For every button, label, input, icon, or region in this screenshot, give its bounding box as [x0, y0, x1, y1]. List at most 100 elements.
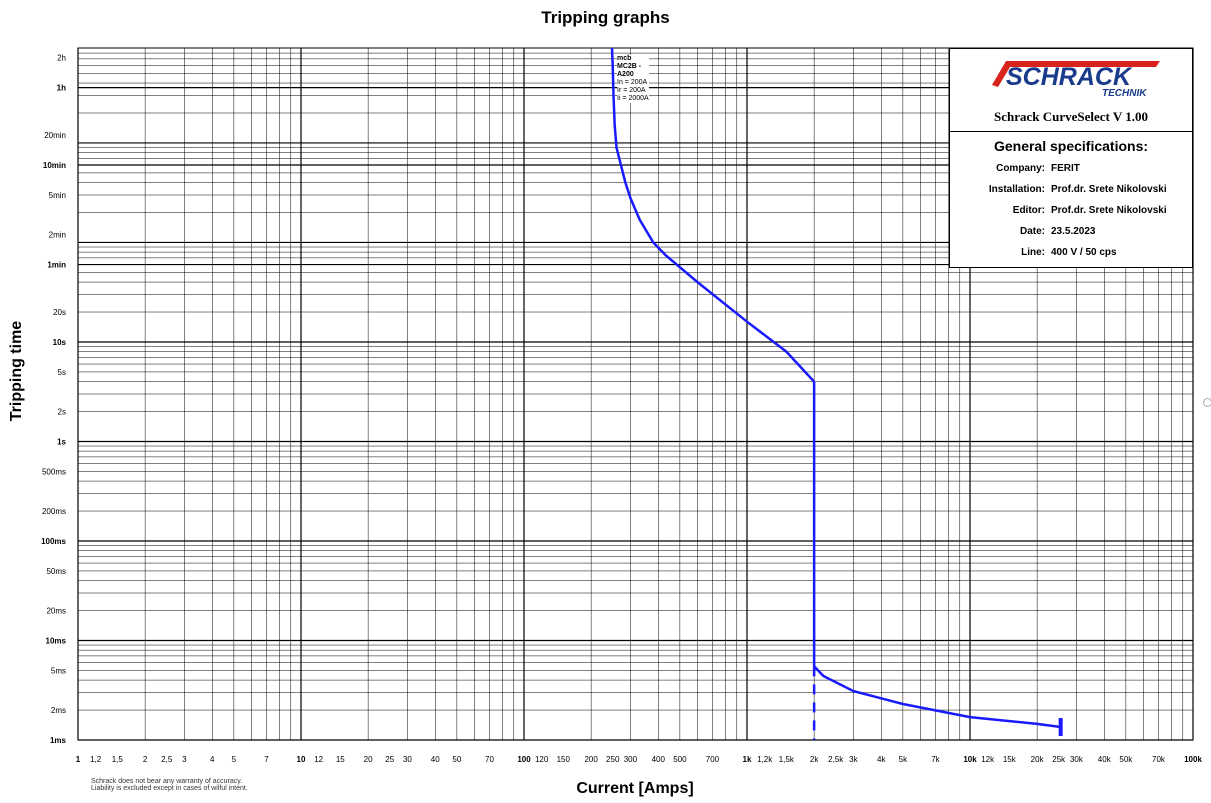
x-tick-label: 40	[431, 755, 440, 764]
x-tick-label: 40k	[1098, 755, 1112, 764]
x-tick-label: 1,5	[112, 755, 124, 764]
spec-key: Company:	[996, 163, 1045, 174]
x-tick-label: 12	[314, 755, 323, 764]
x-tick-label: 2,5k	[828, 755, 844, 764]
y-tick-label: 500ms	[42, 467, 66, 476]
schrack-logo: SCHRACK TECHNIK	[992, 61, 1160, 99]
curve-end-marker	[1058, 718, 1063, 737]
y-tick-label: 10min	[43, 161, 66, 170]
x-tick-label: 25	[385, 755, 394, 764]
spec-row-line: Line: 400 V / 50 cps	[950, 242, 1192, 263]
x-tick-label: 5k	[899, 755, 908, 764]
x-tick-label: 70k	[1152, 755, 1166, 764]
x-tick-label: 5	[232, 755, 237, 764]
spec-value: Prof.dr. Srete Nikolovski	[1051, 184, 1167, 195]
x-tick-label: 20	[364, 755, 373, 764]
x-tick-label: 4k	[877, 755, 886, 764]
y-tick-label: 50ms	[46, 567, 66, 576]
x-tick-label: 300	[624, 755, 638, 764]
spec-key: Line:	[1021, 247, 1045, 258]
logo-swoosh	[992, 61, 1160, 87]
scroll-indicator-icon	[1203, 398, 1211, 407]
curve-annotation-line: A200	[617, 71, 634, 78]
x-tick-label: 4	[210, 755, 215, 764]
x-tick-label: 20k	[1031, 755, 1045, 764]
disclaimer: Schrack does not bear any warranty of ac…	[91, 778, 248, 792]
x-tick-label: 30k	[1070, 755, 1084, 764]
logo-area: SCHRACK TECHNIK Schrack CurveSelect V 1.…	[950, 49, 1192, 132]
x-tick-label: 400	[652, 755, 666, 764]
y-tick-label: 1ms	[50, 736, 67, 745]
logo-text: SCHRACK	[1006, 63, 1133, 91]
x-tick-label: 100	[517, 755, 531, 764]
spec-key: Editor:	[1012, 205, 1045, 216]
spec-row-company: Company: FERIT	[950, 158, 1192, 179]
y-tick-label: 1s	[57, 437, 66, 446]
y-tick-label: 2min	[49, 231, 66, 240]
x-tick-label: 15k	[1003, 755, 1017, 764]
x-tick-label: 3k	[849, 755, 858, 764]
spec-row-editor: Editor: Prof.dr. Srete Nikolovski	[950, 200, 1192, 221]
spec-title: General specifications:	[993, 138, 1149, 154]
y-axis-label: Tripping time	[8, 320, 25, 422]
y-tick-label: 10ms	[46, 636, 67, 645]
spec-value: FERIT	[1051, 163, 1080, 174]
curve-annotation-line: In = 200A	[617, 79, 648, 86]
x-tick-label: 120	[535, 755, 549, 764]
x-tick-label: 2	[143, 755, 148, 764]
x-tick-label: 7	[264, 755, 269, 764]
x-tick-label: 50k	[1119, 755, 1133, 764]
curve-annotation-line: mcb	[617, 55, 632, 62]
x-tick-label: 700	[706, 755, 720, 764]
x-tick-label: 25k	[1052, 755, 1066, 764]
y-tick-label: 5min	[49, 191, 66, 200]
x-tick-label: 150	[557, 755, 571, 764]
y-tick-label: 20ms	[46, 607, 66, 616]
info-box: SCHRACK TECHNIK Schrack CurveSelect V 1.…	[949, 48, 1193, 268]
x-tick-label: 10k	[963, 755, 977, 764]
x-tick-label: 70	[485, 755, 494, 764]
x-tick-label: 500	[673, 755, 687, 764]
x-axis-label: Current [Amps]	[576, 780, 694, 797]
y-tick-label: 2s	[58, 408, 66, 417]
y-tick-label: 20min	[44, 131, 66, 140]
x-tick-label: 100k	[1184, 755, 1202, 764]
curve-annotation-line: Ir = 200A	[617, 87, 646, 94]
x-tick-label: 2,5	[161, 755, 173, 764]
plot-frame	[77, 47, 1194, 741]
spec-key: Installation:	[988, 184, 1045, 195]
x-tick-label: 1,2k	[757, 755, 773, 764]
x-tick-label: 1,5k	[779, 755, 795, 764]
disclaimer-line: Schrack does not bear any warranty of ac…	[91, 778, 243, 785]
spec-value: 400 V / 50 cps	[1051, 247, 1117, 258]
spec-key: Date:	[1019, 226, 1045, 237]
x-tick-label: 200	[584, 755, 598, 764]
y-tick-label: 1h	[57, 84, 66, 93]
y-tick-label: 2ms	[51, 706, 66, 715]
spec-list: Company: FERIT Installation: Prof.dr. Sr…	[950, 158, 1192, 263]
trip-curve-thermal	[610, 47, 816, 383]
x-tick-label: 12k	[981, 755, 995, 764]
spec-value: Prof.dr. Srete Nikolovski	[1051, 205, 1167, 216]
chart-title: Tripping graphs	[541, 8, 670, 27]
curve-annotation-line: MC2B -	[617, 63, 642, 70]
spec-row-installation: Installation: Prof.dr. Srete Nikolovski	[950, 179, 1192, 200]
x-tick-label: 1k	[743, 755, 752, 764]
x-tick-label: 50	[452, 755, 461, 764]
x-tick-label: 250	[606, 755, 620, 764]
y-tick-label: 10s	[53, 338, 67, 347]
x-tick-label: 30	[403, 755, 412, 764]
y-tick-label: 5ms	[51, 666, 66, 675]
y-tick-label: 200ms	[42, 507, 66, 516]
y-tick-label: 100ms	[41, 537, 66, 546]
logo-subtext: TECHNIK	[1102, 88, 1147, 99]
x-tick-label: 15	[336, 755, 345, 764]
spec-row-date: Date: 23.5.2023	[950, 221, 1192, 242]
y-tick-label: 20s	[53, 308, 66, 317]
y-tick-label: 2h	[57, 54, 66, 63]
curve-annotation-line: Ii = 2000A	[617, 95, 649, 102]
x-tick-label: 2k	[810, 755, 819, 764]
x-tick-label: 10	[297, 755, 306, 764]
y-tick-label: 1min	[47, 261, 66, 270]
